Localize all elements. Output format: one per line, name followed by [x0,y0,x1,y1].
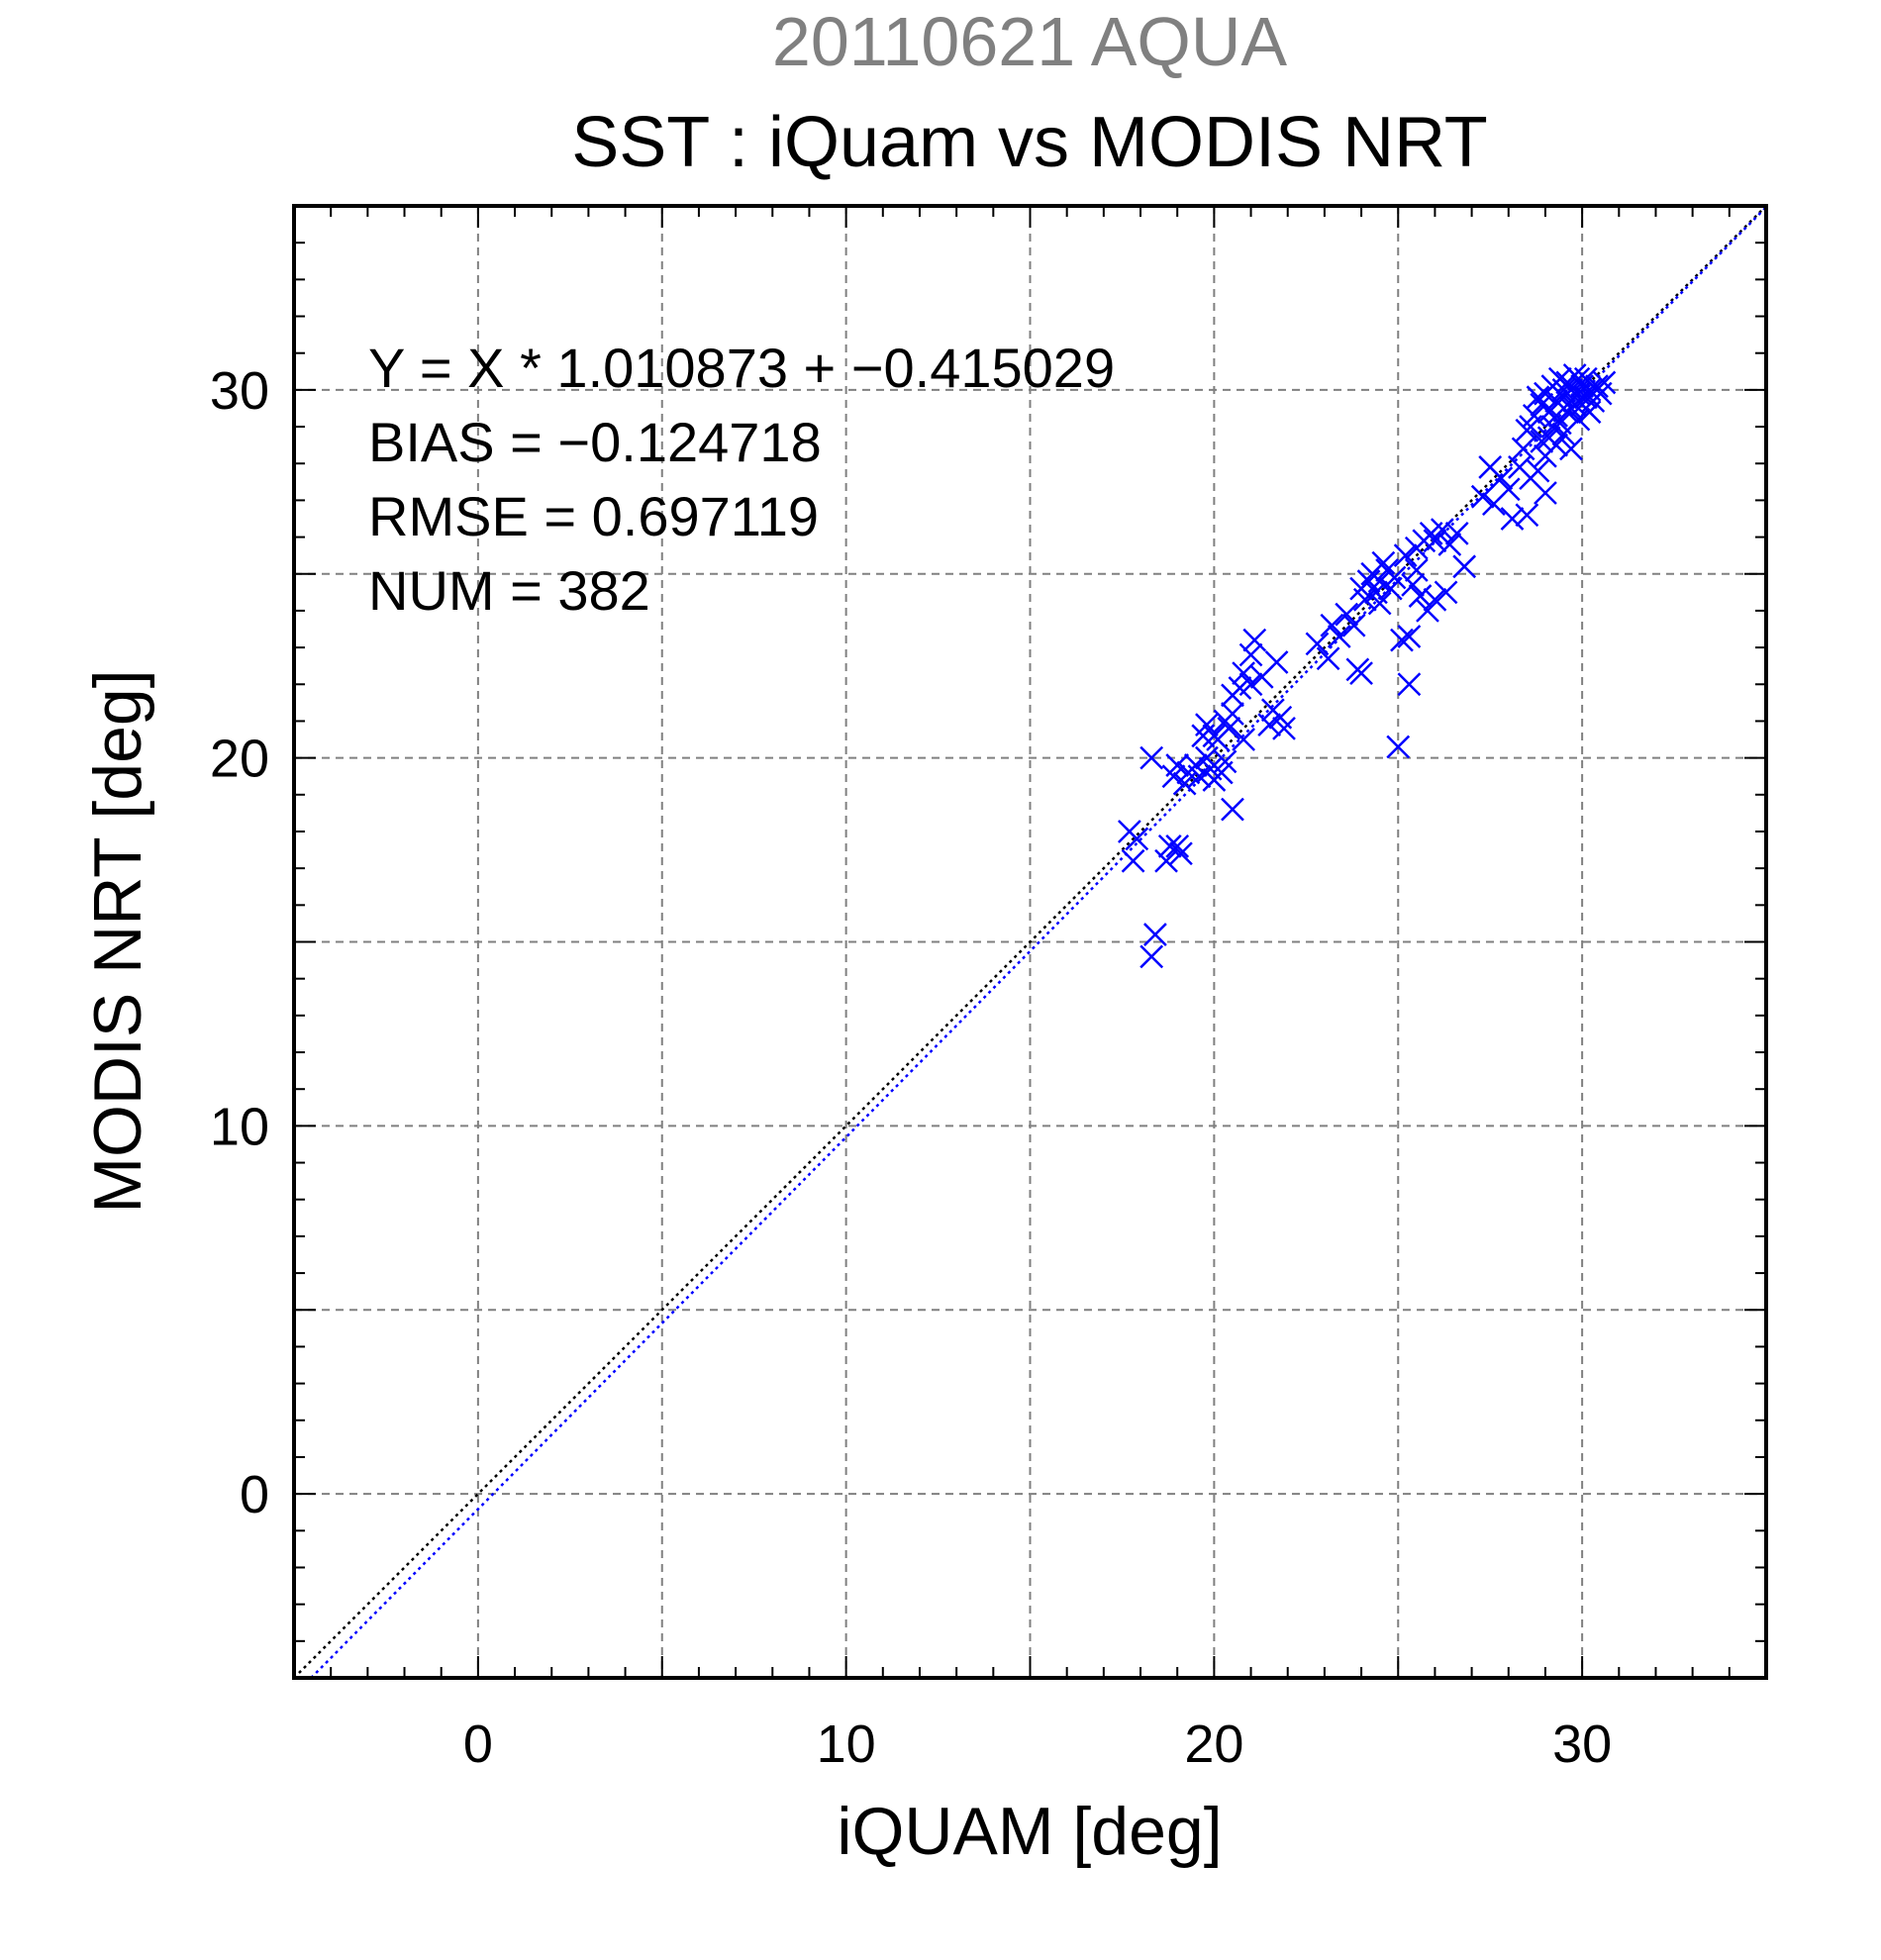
data-point [1154,848,1178,873]
data-point [1202,724,1227,748]
data-point [1526,458,1550,483]
y-tick-label: 20 [210,730,269,789]
data-point [1238,642,1263,667]
data-point [1125,827,1149,851]
num-stat: NUM = 382 [368,559,650,622]
chart-supertitle: 20110621 AQUA [772,3,1288,80]
data-point [1470,484,1495,509]
data-point [1143,923,1167,946]
data-point [1264,650,1289,674]
data-point [1232,728,1255,751]
data-point [1585,374,1609,399]
data-point [1577,400,1602,425]
data-point [1221,702,1244,726]
data-point [1257,713,1282,737]
data-point [1434,580,1458,605]
data-point [1423,587,1447,612]
data-point [1209,760,1234,785]
regression-line [310,206,1767,1679]
data-point [1526,385,1550,410]
data-point [1496,477,1521,502]
data-point [1489,466,1514,490]
data-point [1121,848,1145,873]
data-point [1349,576,1373,601]
data-point [1232,661,1255,686]
data-point [1195,713,1219,737]
y-tick-label: 10 [210,1097,269,1156]
data-point [1139,745,1164,770]
data-point [1217,717,1241,740]
data-point [1416,599,1439,623]
data-point [1519,415,1542,439]
data-point [1444,521,1469,545]
data-point [1221,797,1244,822]
data-point [1371,550,1396,575]
data-point [1335,602,1359,627]
data-point [1515,503,1539,528]
data-point [1187,764,1212,789]
data-point [1404,558,1429,582]
data-point [1390,628,1414,652]
data-point [1238,672,1263,697]
data-point [1437,533,1462,556]
data-point [1165,753,1190,777]
data-point [1401,573,1426,597]
data-point [1305,632,1330,656]
data-point [1430,518,1454,542]
y-tick-label: 30 [210,361,269,421]
x-tick-label: 10 [817,1715,876,1774]
bias-stat: BIAS = −0.124718 [368,411,822,473]
x-axis-label: iQUAM [deg] [837,1794,1222,1869]
data-point [1534,481,1557,505]
data-point [1559,437,1583,461]
data-point [1559,396,1583,421]
stats-block: Y = X * 1.010873 + −0.415029 BIAS = −0.1… [368,337,1115,622]
data-point [1452,554,1477,579]
data-point [1165,833,1190,858]
data-points [1117,363,1617,969]
x-tick-label: 0 [463,1715,493,1774]
data-point [1530,430,1554,453]
data-point [1393,543,1418,568]
data-point [1272,717,1296,740]
data-point [1349,661,1373,686]
data-point [1397,672,1422,697]
data-point [1408,584,1433,608]
y-axis-label: MODIS NRT [deg] [80,669,155,1213]
chart-title: SST : iQuam vs MODIS NRT [571,103,1488,182]
data-point [1500,507,1525,531]
data-point [1367,569,1392,594]
x-tick-label: 20 [1184,1715,1243,1774]
data-point [1551,377,1576,402]
tick-labels: 0 10 20 30 0 10 20 30 [210,361,1612,1774]
data-point [1511,437,1535,461]
data-point [1157,833,1182,858]
data-point [1423,529,1447,553]
data-point [1169,841,1193,866]
x-tick-label: 30 [1552,1715,1612,1774]
regression-equation: Y = X * 1.010873 + −0.415029 [368,337,1115,399]
plot-frame [292,204,1768,1680]
data-point [1242,628,1267,652]
data-point [1367,591,1392,616]
data-point [1139,944,1164,969]
data-point [1566,407,1591,432]
data-point [1320,613,1344,637]
data-point [1316,646,1340,671]
data-point [1592,370,1617,395]
data-point [1534,443,1557,468]
data-point [1544,404,1568,428]
y-tick-label: 0 [240,1465,269,1524]
data-point [1341,613,1366,637]
data-point [1386,735,1411,759]
data-point [1327,625,1351,648]
rmse-stat: RMSE = 0.697119 [368,485,819,547]
data-point [1397,625,1422,648]
data-point [1382,565,1407,590]
major-ticks [294,206,1766,1678]
data-point [1566,366,1591,391]
